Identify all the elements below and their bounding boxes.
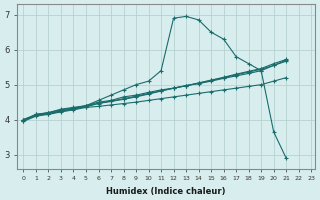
X-axis label: Humidex (Indice chaleur): Humidex (Indice chaleur): [106, 187, 226, 196]
